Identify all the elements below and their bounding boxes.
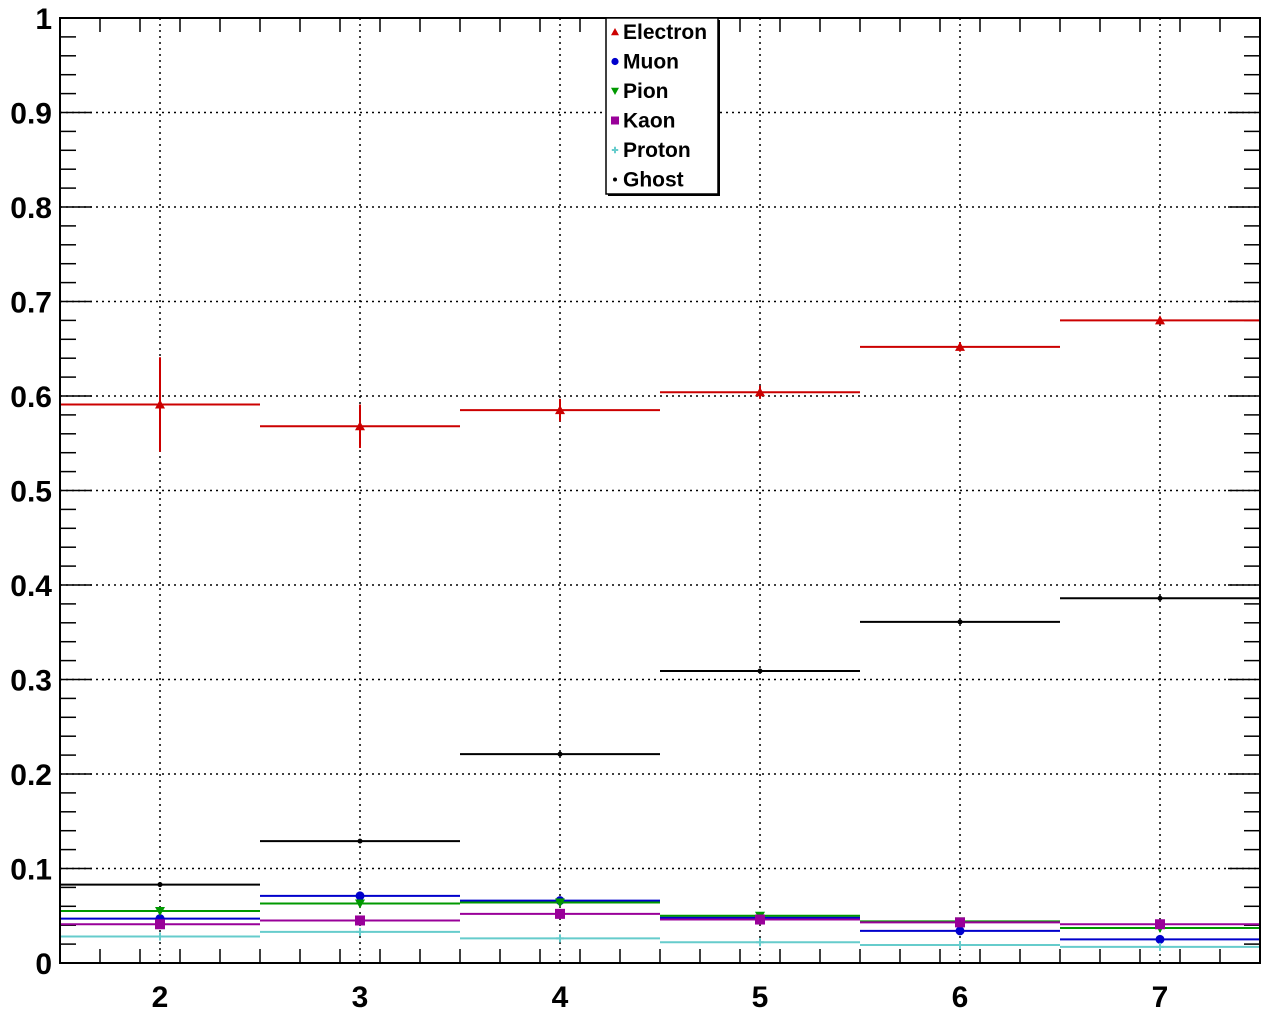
legend-label: Pion: [623, 80, 669, 103]
x-tick-label: 7: [1152, 981, 1169, 1011]
data-point-marker: [1155, 315, 1165, 325]
y-tick-label: 0.9: [10, 98, 52, 131]
data-point-marker: [755, 387, 765, 397]
data-point-marker: [355, 421, 365, 431]
data-point-marker: [1155, 919, 1165, 930]
legend-marker: [611, 146, 619, 154]
legend-marker: [611, 116, 619, 125]
legend-label: Muon: [623, 51, 679, 74]
data-point-marker: [955, 917, 965, 928]
data-point-marker: [755, 914, 765, 925]
data-point-marker: [155, 399, 165, 409]
legend-label: Kaon: [623, 110, 676, 133]
x-tick-label: 3: [352, 981, 369, 1011]
legend: Electron Muon Pion Kaon Proton Ghost: [605, 17, 720, 196]
data-point-marker: [957, 619, 963, 625]
series-proton: [60, 927, 1260, 951]
y-tick-label: 1: [35, 3, 52, 36]
y-tick-label: 0.1: [10, 854, 52, 887]
data-point-marker: [1156, 942, 1164, 951]
x-tick-labels: 2 3 4 5 6 7: [152, 981, 1169, 1011]
legend-label: Proton: [623, 139, 691, 162]
series-electron: [60, 315, 1260, 452]
grid-lines: [60, 18, 1260, 963]
series-kaon: [60, 908, 1260, 930]
data-point-marker: [357, 838, 363, 844]
data-point-marker: [355, 899, 365, 909]
y-tick-label: 0.6: [10, 381, 52, 414]
x-tick-label: 6: [952, 981, 969, 1011]
x-tick-label: 5: [752, 981, 769, 1011]
x-tick-label: 2: [152, 981, 169, 1011]
data-point-marker: [556, 934, 564, 943]
y-tick-label: 0.3: [10, 665, 52, 698]
data-point-marker: [156, 932, 164, 941]
data-point-marker: [956, 941, 964, 950]
data-point-marker: [555, 898, 565, 908]
data-point-marker: [555, 405, 565, 415]
data-point-marker: [155, 919, 165, 930]
y-tick-labels: 0 0.1 0.2 0.3 0.4 0.5 0.6 0.7 0.8 0.9 1: [10, 3, 52, 981]
legend-label: Electron: [623, 21, 707, 44]
data-point-marker: [756, 938, 764, 947]
legend-marker: [611, 57, 619, 66]
data-point-marker: [955, 926, 965, 936]
y-tick-label: 0.5: [10, 476, 52, 509]
data-point-marker: [356, 927, 364, 936]
data-series: [60, 315, 1260, 951]
legend-marker: [613, 177, 617, 182]
y-tick-label: 0.7: [10, 287, 52, 320]
data-point-marker: [1157, 595, 1163, 601]
y-tick-label: 0.2: [10, 759, 52, 792]
data-point-marker: [155, 907, 165, 917]
data-point-marker: [355, 891, 365, 901]
y-tick-label: 0.4: [10, 570, 52, 603]
legend-box: [605, 17, 719, 195]
legend-marker: [611, 28, 619, 36]
legend-marker: [611, 87, 619, 95]
data-point-marker: [555, 908, 565, 919]
data-point-marker: [157, 882, 163, 888]
data-point-marker: [757, 668, 763, 674]
legend-label: Ghost: [623, 169, 684, 192]
x-tick-label: 4: [552, 981, 569, 1011]
data-point-marker: [1155, 934, 1165, 944]
data-point-marker: [355, 915, 365, 926]
y-tick-label: 0.8: [10, 192, 52, 225]
series-ghost: [60, 595, 1260, 888]
data-point-marker: [955, 341, 965, 351]
data-point-marker: [557, 751, 563, 757]
y-tick-label: 0: [35, 948, 52, 981]
